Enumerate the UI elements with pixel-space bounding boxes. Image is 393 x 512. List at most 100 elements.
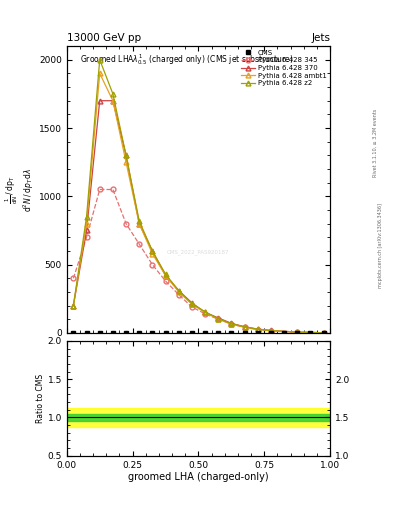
Text: mcplots.cern.ch [arXiv:1306.3436]: mcplots.cern.ch [arXiv:1306.3436] xyxy=(378,203,383,288)
Pythia 6.428 345 xyxy=(229,321,234,327)
Pythia 6.428 ambt1 xyxy=(176,289,181,295)
Pythia 6.428 ambt1 xyxy=(255,326,260,332)
Pythia 6.428 370 xyxy=(216,315,220,321)
CMS xyxy=(216,330,220,336)
Pythia 6.428 z2 xyxy=(97,57,102,63)
CMS xyxy=(124,330,129,336)
Pythia 6.428 z2 xyxy=(242,324,247,330)
Pythia 6.428 z2 xyxy=(295,329,299,335)
Legend: CMS, Pythia 6.428 345, Pythia 6.428 370, Pythia 6.428 ambt1, Pythia 6.428 z2: CMS, Pythia 6.428 345, Pythia 6.428 370,… xyxy=(240,48,328,88)
Pythia 6.428 370 xyxy=(163,272,168,279)
Bar xyxy=(67,408,330,426)
Line: CMS: CMS xyxy=(71,331,326,335)
Pythia 6.428 ambt1 xyxy=(124,159,129,165)
Pythia 6.428 ambt1 xyxy=(71,303,76,309)
Pythia 6.428 ambt1 xyxy=(189,301,194,307)
Pythia 6.428 370 xyxy=(189,300,194,306)
Pythia 6.428 ambt1 xyxy=(242,324,247,330)
Pythia 6.428 370 xyxy=(295,329,299,335)
Pythia 6.428 345 xyxy=(124,221,129,227)
Pythia 6.428 345 xyxy=(163,278,168,284)
CMS xyxy=(150,330,155,336)
Pythia 6.428 370 xyxy=(229,321,234,327)
Pythia 6.428 ambt1 xyxy=(110,98,115,104)
CMS xyxy=(321,330,326,336)
Text: Jets: Jets xyxy=(311,33,330,44)
Pythia 6.428 z2 xyxy=(216,315,220,322)
CMS xyxy=(97,330,102,336)
Line: Pythia 6.428 345: Pythia 6.428 345 xyxy=(71,187,326,335)
Pythia 6.428 370 xyxy=(150,248,155,254)
Pythia 6.428 z2 xyxy=(229,321,234,327)
Pythia 6.428 ambt1 xyxy=(268,328,273,334)
Text: 13000 GeV pp: 13000 GeV pp xyxy=(67,33,141,44)
CMS xyxy=(137,330,141,336)
Pythia 6.428 z2 xyxy=(189,301,194,307)
Pythia 6.428 370 xyxy=(321,330,326,336)
Pythia 6.428 345 xyxy=(97,186,102,193)
Pythia 6.428 345 xyxy=(176,292,181,298)
Line: Pythia 6.428 ambt1: Pythia 6.428 ambt1 xyxy=(71,71,326,335)
Text: Groomed LHA$\lambda^{1}_{0.5}$ (charged only) (CMS jet substructure): Groomed LHA$\lambda^{1}_{0.5}$ (charged … xyxy=(80,52,294,67)
Pythia 6.428 z2 xyxy=(137,218,141,224)
Bar xyxy=(67,414,330,421)
Pythia 6.428 ambt1 xyxy=(216,316,220,323)
Pythia 6.428 370 xyxy=(242,324,247,330)
Pythia 6.428 345 xyxy=(137,241,141,247)
Line: Pythia 6.428 z2: Pythia 6.428 z2 xyxy=(71,57,326,335)
Pythia 6.428 ambt1 xyxy=(229,321,234,327)
Pythia 6.428 ambt1 xyxy=(137,221,141,227)
CMS xyxy=(203,330,208,336)
Pythia 6.428 370 xyxy=(176,288,181,294)
CMS xyxy=(176,330,181,336)
CMS xyxy=(268,330,273,336)
Pythia 6.428 370 xyxy=(137,221,141,227)
Pythia 6.428 370 xyxy=(110,98,115,104)
Pythia 6.428 z2 xyxy=(268,328,273,334)
Pythia 6.428 z2 xyxy=(84,214,89,220)
Pythia 6.428 z2 xyxy=(255,326,260,332)
Text: CMS_2022_PAS920187: CMS_2022_PAS920187 xyxy=(167,250,230,255)
Pythia 6.428 ambt1 xyxy=(97,70,102,76)
CMS xyxy=(71,330,76,336)
Pythia 6.428 z2 xyxy=(124,152,129,158)
Pythia 6.428 370 xyxy=(97,98,102,104)
Pythia 6.428 370 xyxy=(84,227,89,233)
Pythia 6.428 345 xyxy=(189,304,194,310)
Pythia 6.428 z2 xyxy=(150,248,155,254)
CMS xyxy=(163,330,168,336)
Pythia 6.428 345 xyxy=(321,330,326,336)
Pythia 6.428 345 xyxy=(255,327,260,333)
CMS xyxy=(295,330,299,336)
Pythia 6.428 370 xyxy=(255,326,260,332)
CMS xyxy=(282,330,286,336)
Pythia 6.428 370 xyxy=(268,327,273,333)
Pythia 6.428 345 xyxy=(84,234,89,240)
Pythia 6.428 345 xyxy=(150,262,155,268)
Pythia 6.428 z2 xyxy=(203,309,208,315)
CMS xyxy=(110,330,115,336)
Pythia 6.428 z2 xyxy=(71,303,76,309)
Pythia 6.428 z2 xyxy=(110,91,115,97)
Pythia 6.428 345 xyxy=(110,186,115,193)
Pythia 6.428 z2 xyxy=(321,330,326,336)
Pythia 6.428 ambt1 xyxy=(84,221,89,227)
Pythia 6.428 ambt1 xyxy=(295,329,299,335)
Pythia 6.428 345 xyxy=(71,275,76,282)
CMS xyxy=(255,330,260,336)
CMS xyxy=(308,330,313,336)
Pythia 6.428 345 xyxy=(216,316,220,323)
Pythia 6.428 345 xyxy=(203,311,208,317)
CMS xyxy=(242,330,247,336)
CMS xyxy=(229,330,234,336)
Pythia 6.428 ambt1 xyxy=(203,309,208,315)
Pythia 6.428 345 xyxy=(242,325,247,331)
Line: Pythia 6.428 370: Pythia 6.428 370 xyxy=(71,98,326,335)
Pythia 6.428 ambt1 xyxy=(150,250,155,257)
Y-axis label: $\mathdefault{\frac{1}{\mathrm{d}N}\,/\,\mathrm{d}p_T}$
$\mathrm{d}^2N\,/\,\math: $\mathdefault{\frac{1}{\mathrm{d}N}\,/\,… xyxy=(4,167,36,211)
Y-axis label: Ratio to CMS: Ratio to CMS xyxy=(36,374,45,423)
CMS xyxy=(189,330,194,336)
CMS xyxy=(84,330,89,336)
Pythia 6.428 z2 xyxy=(176,288,181,294)
Pythia 6.428 345 xyxy=(268,328,273,334)
